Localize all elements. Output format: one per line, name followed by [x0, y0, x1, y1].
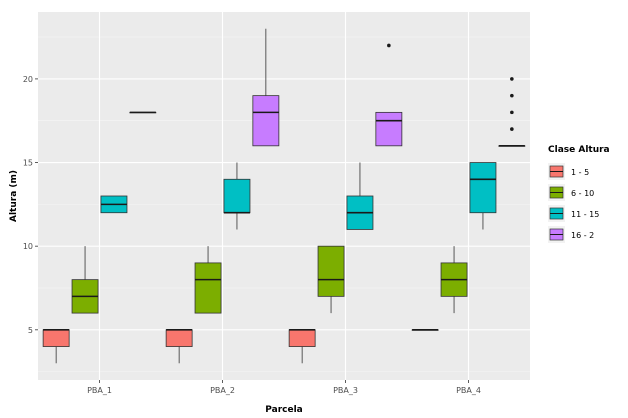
x-tick-label: PBA_4 — [456, 386, 481, 395]
outlier-point — [510, 93, 514, 98]
x-tick-label: PBA_2 — [210, 386, 235, 395]
x-tick-label: PBA_1 — [87, 386, 112, 395]
legend-label: 16 - 2 — [571, 231, 594, 240]
outlier-point — [510, 110, 514, 115]
box-PBA_4-group-1 — [440, 246, 468, 314]
box-PBA_2-group-2 — [223, 162, 251, 230]
grid-major — [38, 12, 530, 380]
box-PBA_4-group-2 — [469, 162, 497, 230]
box-PBA_2-group-1 — [194, 246, 222, 314]
box-PBA_2-group-3 — [252, 28, 280, 147]
boxes — [42, 28, 526, 364]
box-PBA_3-group-0 — [288, 329, 316, 364]
box-PBA_4-group-3 — [498, 77, 526, 147]
y-axis-title: Altura (m) — [9, 170, 19, 222]
box-body — [194, 262, 222, 314]
box-PBA_1-group-2 — [100, 195, 128, 214]
legend-items: 1 - 5 6 - 10 11 - 15 16 - 2 — [548, 163, 599, 243]
x-axis-ticks: PBA_1 PBA_2 PBA_3 PBA_4 — [87, 380, 481, 395]
legend: Clase Altura 1 - 5 6 - 10 11 - 15 16 - 2 — [548, 145, 610, 243]
box-body — [317, 245, 345, 297]
box-body — [288, 329, 316, 347]
box-PBA_1-group-0 — [42, 329, 70, 364]
y-tick-label: 5 — [28, 326, 33, 335]
y-tick-label: 10 — [23, 242, 33, 251]
box-PBA_1-group-1 — [71, 246, 99, 314]
box-PBA_1-group-3 — [129, 111, 157, 114]
y-axis-ticks: 5 10 15 20 — [23, 75, 38, 335]
y-tick-label: 15 — [23, 159, 33, 168]
box-body — [42, 329, 70, 347]
outlier-point — [510, 127, 514, 131]
outlier-point — [510, 77, 514, 81]
box-body — [223, 178, 251, 214]
box-body — [165, 329, 193, 347]
x-tick-label: PBA_3 — [333, 386, 358, 395]
legend-title: Clase Altura — [548, 145, 610, 155]
box-body — [469, 162, 497, 214]
legend-label: 11 - 15 — [571, 210, 599, 219]
outlier-point — [387, 43, 391, 48]
box-body — [375, 111, 403, 147]
legend-label: 1 - 5 — [571, 168, 589, 177]
box-PBA_3-group-2 — [346, 162, 374, 230]
box-PBA_3-group-3 — [375, 43, 403, 147]
box-PBA_2-group-0 — [165, 329, 193, 364]
box-PBA_4-group-0 — [411, 329, 439, 331]
y-tick-label: 20 — [23, 75, 33, 84]
box-PBA_3-group-1 — [317, 245, 345, 314]
box-body — [252, 95, 280, 147]
legend-label: 6 - 10 — [571, 189, 594, 198]
x-axis-title: Parcela — [265, 405, 302, 415]
